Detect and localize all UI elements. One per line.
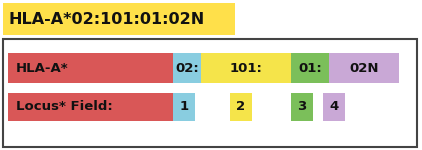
Text: 3: 3 [298, 100, 307, 114]
Text: 2: 2 [236, 100, 246, 114]
Text: 02N: 02N [349, 61, 379, 75]
Text: HLA-A*: HLA-A* [16, 61, 69, 75]
FancyBboxPatch shape [8, 53, 173, 83]
FancyBboxPatch shape [173, 93, 195, 121]
FancyBboxPatch shape [3, 3, 235, 35]
Text: 02:: 02: [175, 61, 199, 75]
FancyBboxPatch shape [201, 53, 291, 83]
Text: 101:: 101: [230, 61, 262, 75]
Text: 4: 4 [330, 100, 338, 114]
Text: Locus* Field:: Locus* Field: [16, 100, 113, 114]
FancyBboxPatch shape [329, 53, 399, 83]
Text: HLA-A*02:101:01:02N: HLA-A*02:101:01:02N [9, 12, 205, 27]
FancyBboxPatch shape [173, 53, 201, 83]
FancyBboxPatch shape [230, 93, 252, 121]
Text: 1: 1 [179, 100, 189, 114]
FancyBboxPatch shape [3, 39, 417, 147]
FancyBboxPatch shape [8, 93, 173, 121]
FancyBboxPatch shape [291, 93, 313, 121]
FancyBboxPatch shape [291, 53, 329, 83]
Text: 01:: 01: [298, 61, 322, 75]
FancyBboxPatch shape [323, 93, 345, 121]
